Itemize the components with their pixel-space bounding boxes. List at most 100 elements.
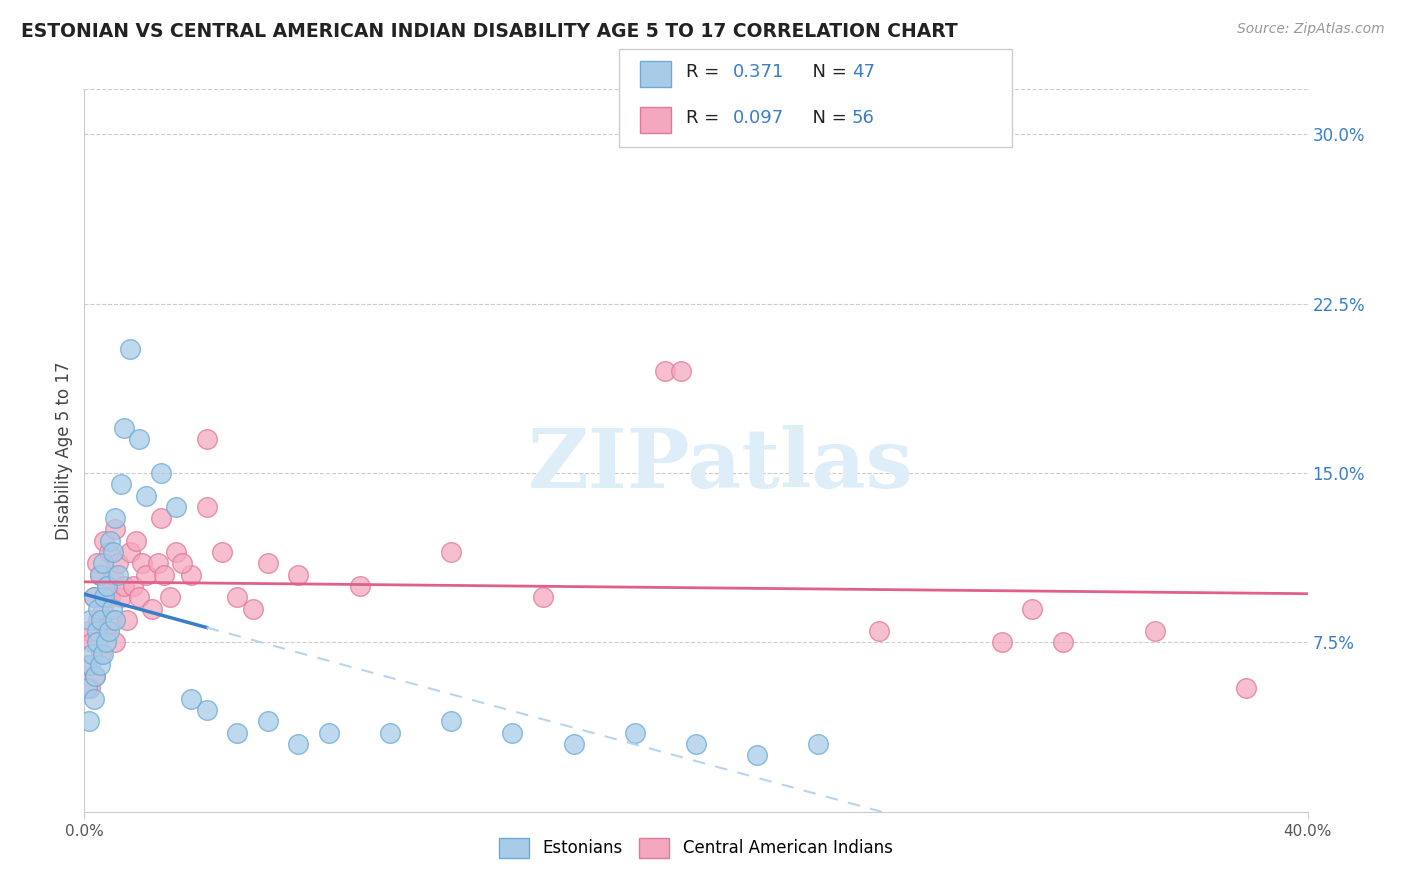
Point: [86, 557, 108, 571]
Point: [153, 567, 176, 582]
Point: [242, 601, 264, 615]
Point: [747, 748, 769, 763]
Point: [211, 545, 233, 559]
Point: [93, 533, 115, 548]
Point: [103, 567, 125, 582]
Point: [91, 647, 114, 661]
Point: [991, 635, 1014, 649]
Point: [110, 591, 132, 605]
Point: [104, 635, 127, 649]
Point: [180, 567, 202, 582]
Point: [122, 579, 145, 593]
Point: [1021, 601, 1043, 615]
Point: [84, 669, 107, 683]
Point: [101, 613, 124, 627]
Point: [89, 657, 111, 672]
Point: [380, 725, 402, 739]
Point: [96, 579, 118, 593]
Point: [76, 657, 98, 672]
Point: [287, 567, 309, 582]
Point: [107, 557, 129, 571]
Point: [669, 364, 692, 378]
Point: [1052, 635, 1074, 649]
Text: N =: N =: [801, 109, 853, 128]
Point: [226, 591, 249, 605]
Point: [98, 591, 121, 605]
Point: [869, 624, 891, 639]
Text: R =: R =: [686, 63, 725, 81]
Text: R =: R =: [686, 109, 725, 128]
Point: [115, 613, 138, 627]
Point: [104, 613, 127, 627]
Text: 0.097: 0.097: [733, 109, 783, 128]
Point: [104, 511, 127, 525]
Point: [135, 567, 157, 582]
Point: [112, 579, 135, 593]
Point: [87, 613, 110, 627]
Legend: Estonians, Central American Indians: Estonians, Central American Indians: [492, 831, 900, 865]
Point: [141, 601, 163, 615]
Point: [98, 533, 121, 548]
Point: [195, 500, 218, 514]
Point: [257, 714, 280, 729]
Text: ZIPatlas: ZIPatlas: [527, 425, 912, 505]
Point: [110, 477, 132, 491]
Point: [128, 432, 150, 446]
Text: 0.371: 0.371: [733, 63, 785, 81]
Point: [97, 624, 120, 639]
Point: [80, 647, 103, 661]
Point: [120, 545, 142, 559]
Point: [103, 545, 125, 559]
Point: [195, 432, 218, 446]
Point: [226, 725, 249, 739]
Point: [131, 557, 153, 571]
Point: [1236, 681, 1258, 695]
Point: [76, 681, 98, 695]
Point: [654, 364, 676, 378]
Text: 47: 47: [852, 63, 875, 81]
Point: [149, 511, 172, 525]
Point: [89, 567, 111, 582]
Point: [624, 725, 647, 739]
Point: [97, 545, 120, 559]
Point: [77, 714, 100, 729]
Point: [83, 691, 105, 706]
Point: [104, 523, 127, 537]
Point: [195, 703, 218, 717]
Point: [79, 613, 101, 627]
Point: [120, 342, 142, 356]
Point: [79, 681, 101, 695]
Point: [93, 591, 115, 605]
Point: [87, 601, 110, 615]
Y-axis label: Disability Age 5 to 17: Disability Age 5 to 17: [55, 361, 73, 540]
Point: [159, 591, 181, 605]
Point: [502, 725, 524, 739]
Point: [135, 489, 157, 503]
Point: [101, 601, 124, 615]
Point: [107, 567, 129, 582]
Point: [180, 691, 202, 706]
Point: [149, 466, 172, 480]
Point: [165, 500, 187, 514]
Point: [94, 624, 117, 639]
Point: [83, 591, 105, 605]
Point: [84, 669, 107, 683]
Point: [146, 557, 169, 571]
Point: [440, 714, 463, 729]
Point: [94, 635, 117, 649]
Point: [1143, 624, 1166, 639]
Text: ESTONIAN VS CENTRAL AMERICAN INDIAN DISABILITY AGE 5 TO 17 CORRELATION CHART: ESTONIAN VS CENTRAL AMERICAN INDIAN DISA…: [21, 22, 957, 41]
Point: [80, 635, 103, 649]
Point: [128, 591, 150, 605]
Point: [807, 737, 830, 751]
Point: [562, 737, 585, 751]
Point: [79, 657, 101, 672]
Point: [685, 737, 707, 751]
Text: 56: 56: [852, 109, 875, 128]
Point: [86, 635, 108, 649]
Point: [165, 545, 187, 559]
Point: [440, 545, 463, 559]
Point: [125, 533, 148, 548]
Point: [172, 557, 194, 571]
Point: [91, 601, 114, 615]
